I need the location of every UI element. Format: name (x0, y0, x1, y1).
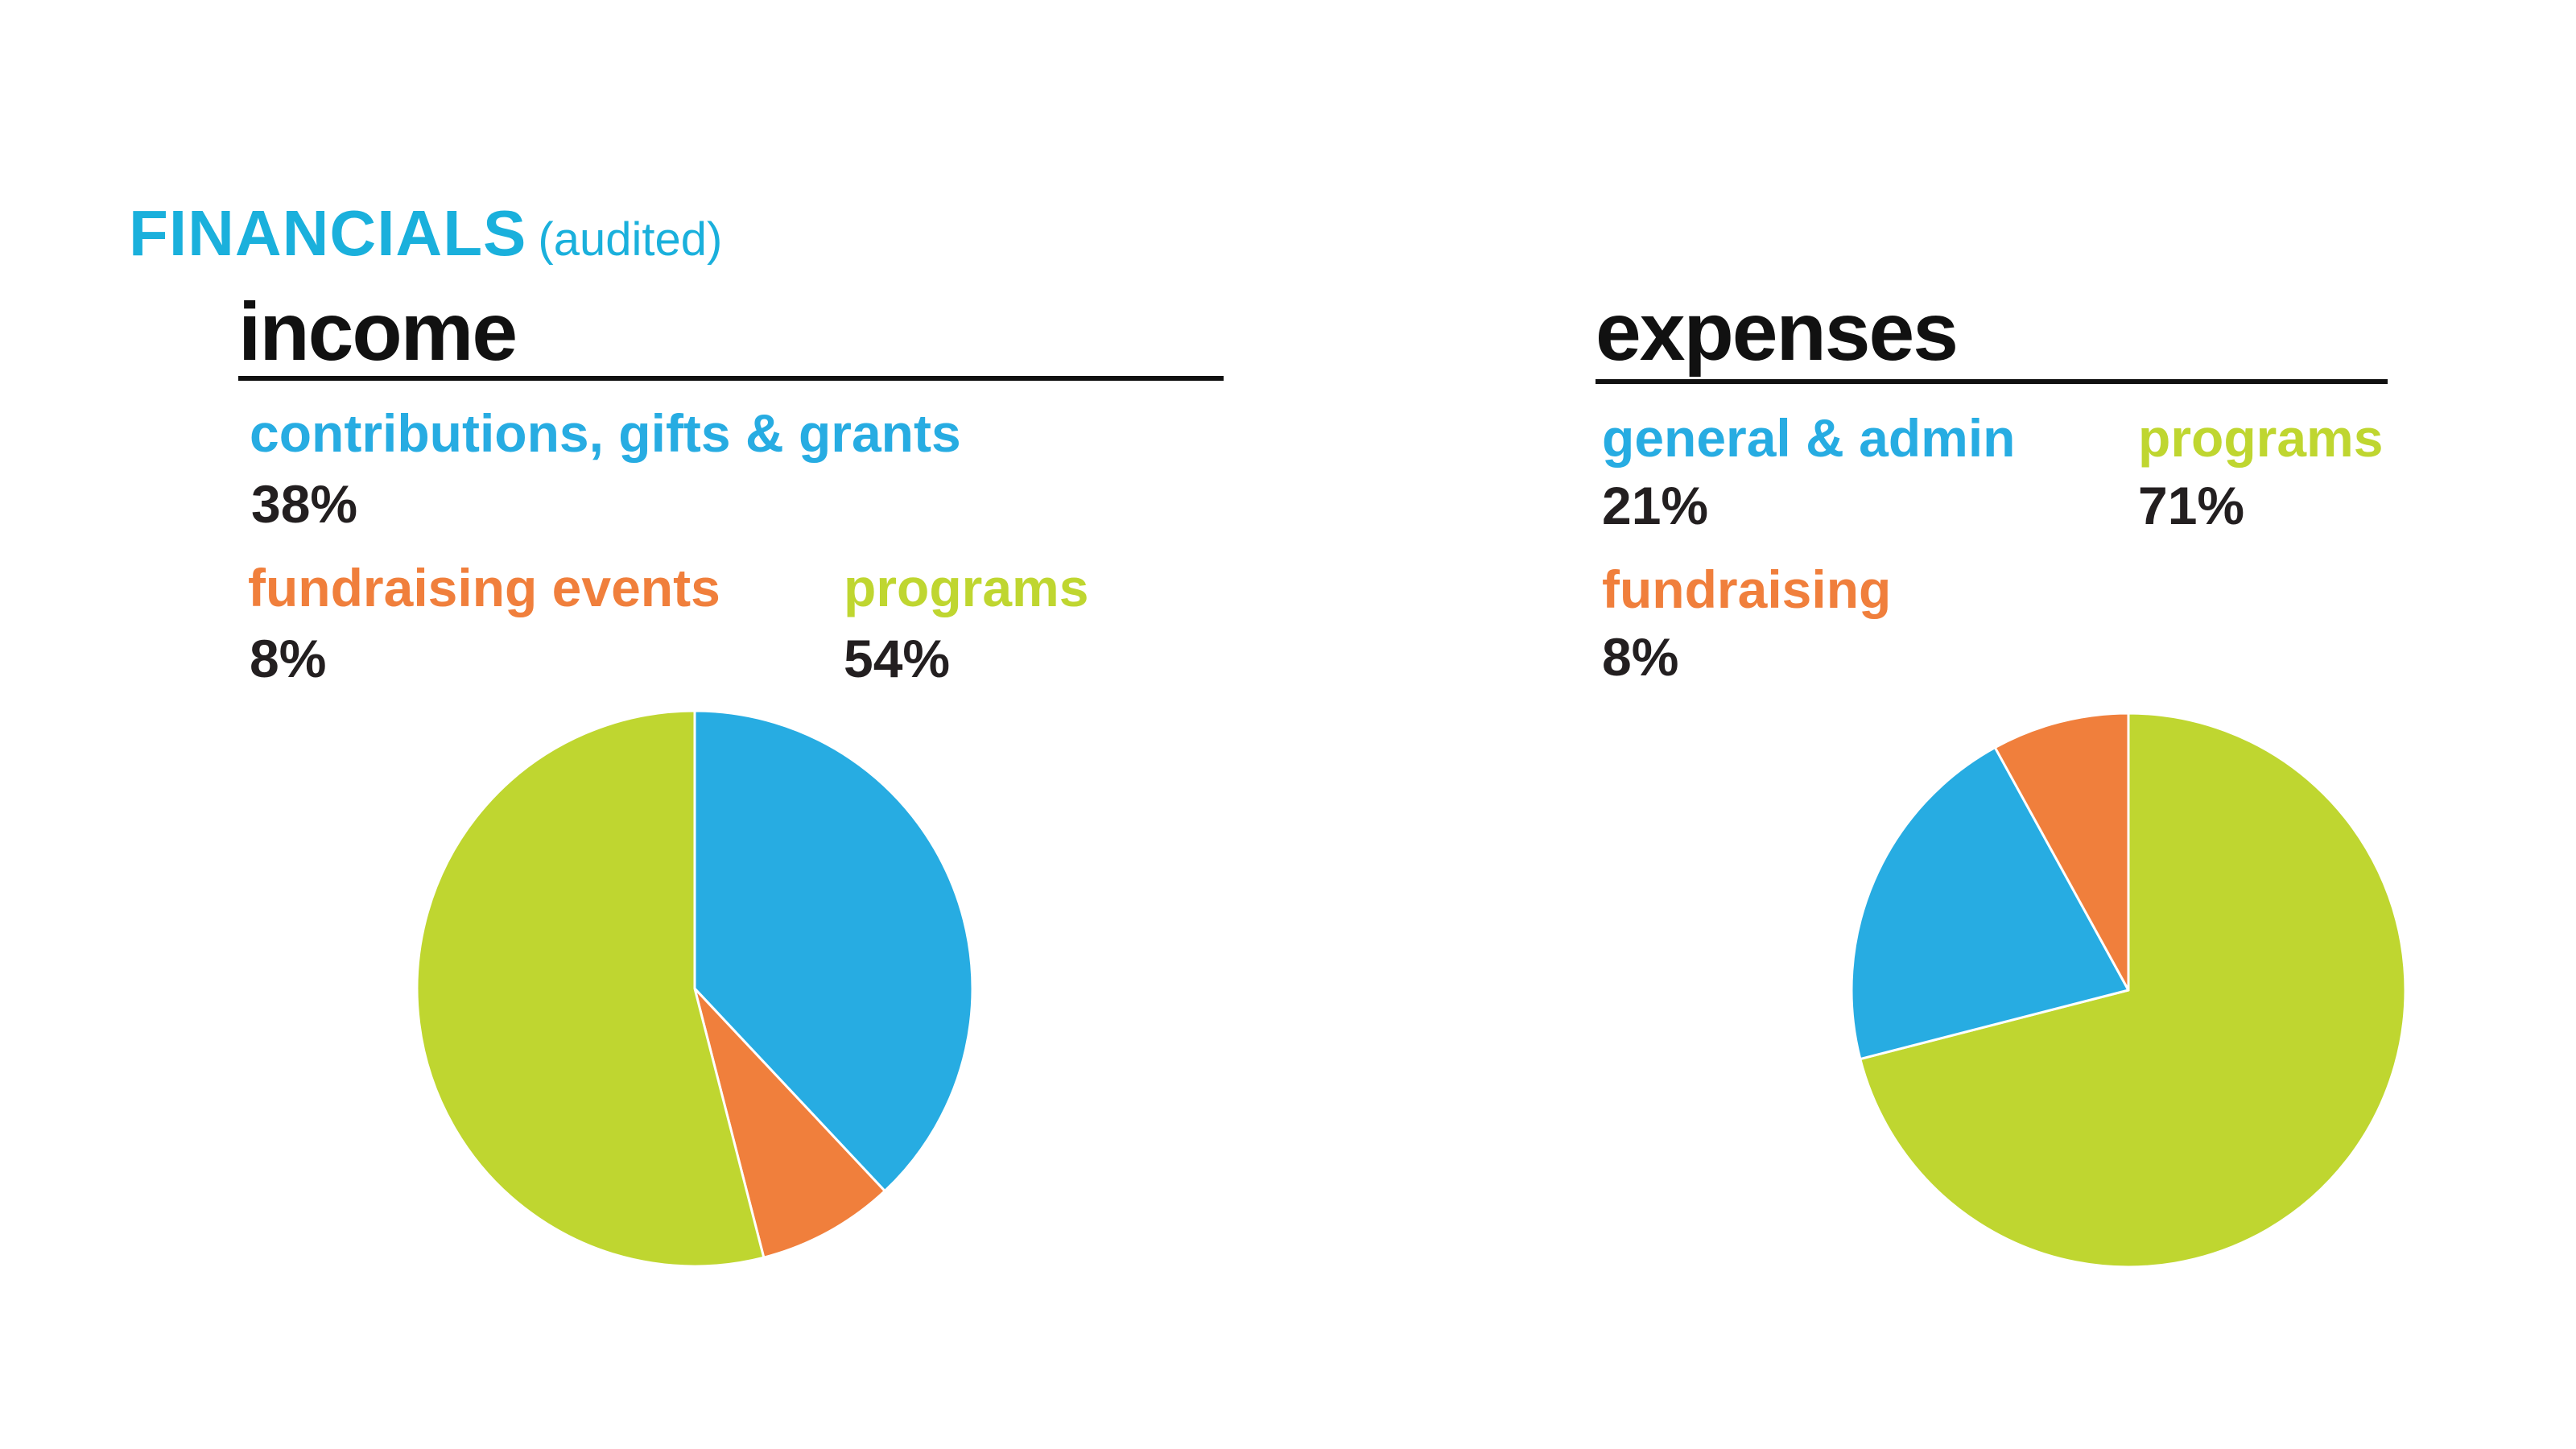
expenses-label-programs: programs (2138, 408, 2384, 468)
income-pct-contributions: 38% (251, 474, 358, 534)
title-subtitle: (audited) (538, 213, 723, 266)
expenses-title: expenses (1596, 286, 1959, 378)
income-slice-programs (415, 709, 766, 1268)
income-pct-programs: 54% (844, 629, 951, 688)
expenses-rule (1596, 379, 2388, 384)
income-label-programs: programs (844, 558, 1089, 617)
income-title: income (238, 286, 518, 378)
title-main: FINANCIALS (129, 197, 527, 269)
income-slice-fundraising-events (693, 987, 886, 1259)
income-label-contributions: contributions, gifts & grants (250, 403, 961, 463)
expenses-pct-programs: 71% (2138, 476, 2245, 535)
expenses-slice-programs (1859, 712, 2407, 1269)
page-title: FINANCIALS (audited) (129, 196, 722, 270)
expenses-slice-fundraising (1993, 712, 2130, 992)
expenses-pct-general-admin: 21% (1602, 476, 1709, 535)
expenses-label-fundraising: fundraising (1602, 559, 1892, 619)
income-rule (238, 376, 1224, 381)
income-slice-contributions-gifts-grants (693, 709, 974, 1192)
income-pct-fundraising-events: 8% (250, 629, 327, 688)
income-label-fundraising-events: fundraising events (248, 558, 720, 617)
expenses-label-general-admin: general & admin (1602, 408, 2016, 468)
expenses-slice-general-admin (1850, 746, 2130, 1061)
expenses-pct-fundraising: 8% (1602, 627, 1679, 687)
